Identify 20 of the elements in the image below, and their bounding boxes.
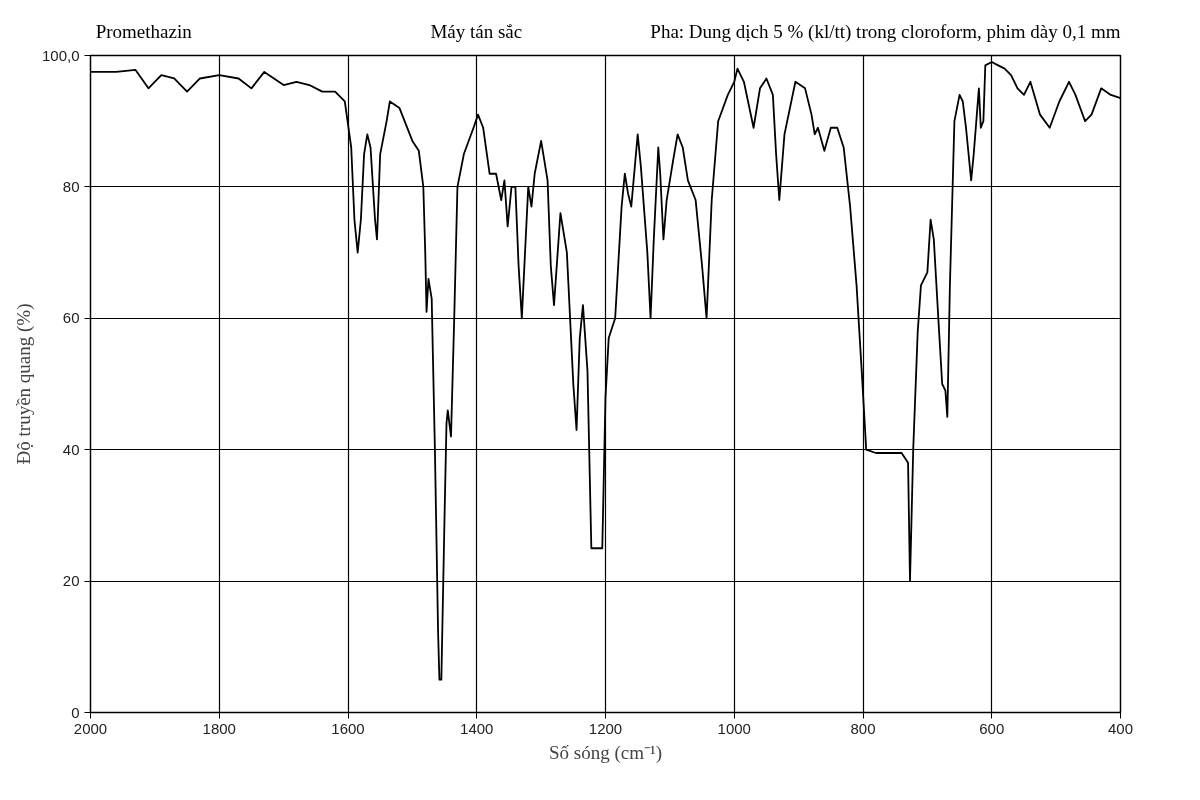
y-axis-title: Độ truyền quang (%) (12, 303, 35, 465)
x-tick-label: 1400 (460, 719, 494, 737)
y-tick-label: 40 (62, 440, 80, 458)
x-tick-label: 2000 (73, 719, 108, 737)
y-tick-label: 80 (62, 177, 80, 195)
text: Pha: Dung dịch 5 % (kl/tt) trong cloroform, phim dày 0,1 mm (650, 20, 1121, 43)
x-tick-label: 1200 (588, 719, 623, 737)
x-axis-title: Số sóng (cm⁻¹) (548, 741, 663, 764)
y-tick-label: 60 (62, 309, 80, 327)
x-tick-label: 1800 (202, 719, 236, 737)
x-tick-label: 1000 (717, 719, 751, 737)
y-tick-label: 20 (62, 572, 80, 590)
x-tick-label: 400 (1107, 719, 1134, 737)
x-tick-label: 800 (850, 719, 876, 737)
y-tick-label: 0 (71, 703, 80, 721)
text: Máy tán sắc (430, 20, 523, 42)
y-tick-label: 100,0 (41, 46, 80, 64)
chart-title: Promethazin (95, 20, 193, 42)
x-tick-label: 1600 (331, 719, 365, 737)
x-tick-label: 600 (979, 719, 1005, 737)
